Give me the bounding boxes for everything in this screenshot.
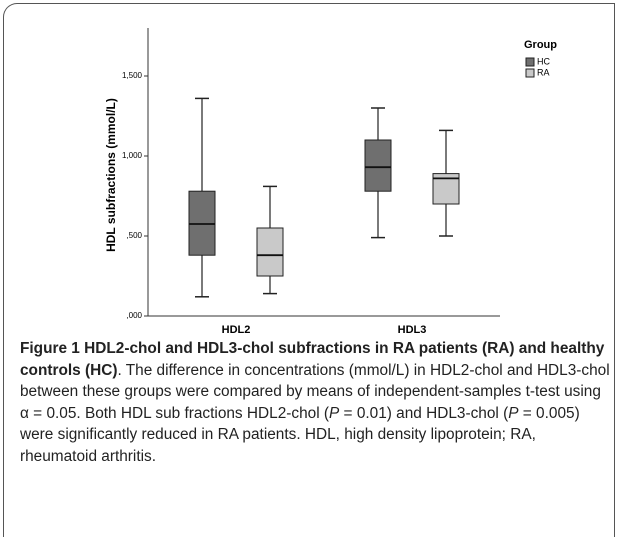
legend-label: RA: [537, 67, 550, 77]
caption-text: = 0.01) and HDL3-chol (: [339, 404, 509, 422]
y-tick-label: ,000: [126, 311, 142, 320]
caption-text: . The difference in concentrations (mmol…: [20, 361, 610, 422]
chart: HDL subfractions (mmol/L) Group ,000 ,500…: [104, 28, 557, 335]
caption-text: = 0.005) were significantly reduced in R…: [20, 404, 580, 465]
x-tick-label: HDL2: [222, 324, 251, 335]
y-tick-label: 1,000: [122, 151, 143, 160]
legend-title: Group: [524, 39, 557, 51]
caption-text: P: [508, 404, 519, 422]
y-tick-label: 1,500: [122, 71, 143, 80]
box: [364, 139, 392, 192]
x-tick-label: HDL3: [398, 324, 427, 335]
legend-swatch: [525, 68, 535, 78]
y-tick-label: ,500: [126, 231, 142, 240]
caption: Figure 1 HDL2-chol and HDL3-chol subfrac…: [20, 338, 610, 467]
legend-label: HC: [537, 56, 550, 66]
caption-title: Figure 1 HDL2-chol and HDL3-chol subfrac…: [20, 340, 605, 379]
y-axis-label: HDL subfractions (mmol/L): [104, 98, 118, 252]
figure-frame: [3, 3, 615, 537]
legend-swatch: [525, 57, 535, 67]
box: [256, 227, 284, 277]
caption-text: P: [329, 404, 340, 422]
